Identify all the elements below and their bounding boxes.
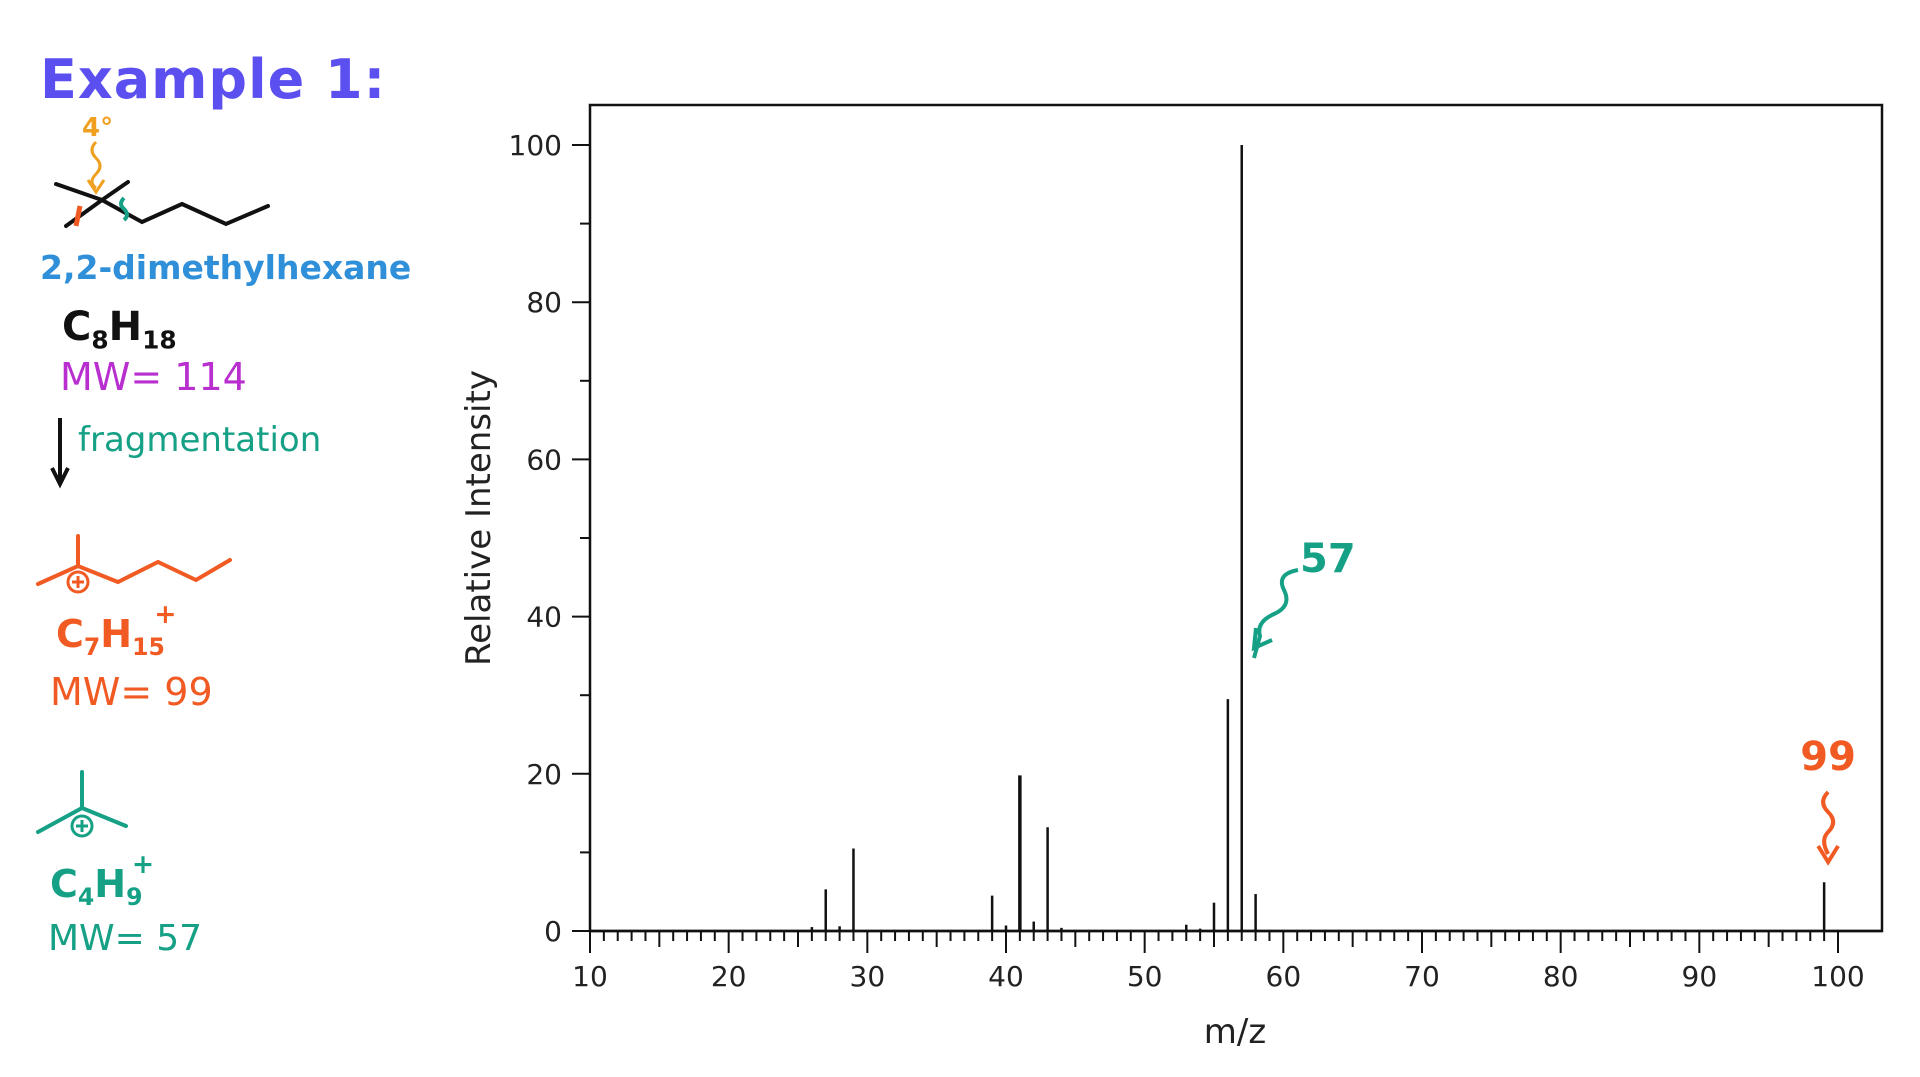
quaternary-arrowhead (86, 179, 106, 195)
x-tick-label: 10 (572, 960, 608, 993)
y-axis: 0 20 40 60 80 100 (509, 129, 1882, 948)
annotation-arrowhead-57 (1251, 627, 1273, 652)
y-tick-label: 40 (526, 601, 562, 634)
x-tick-label: 30 (850, 960, 886, 993)
compound-name: 2,2-dimethylhexane (40, 248, 412, 287)
formula-fragment-57: C4H9+ (50, 849, 155, 912)
x-tick-label: 100 (1811, 960, 1864, 993)
mw-fragment-99: MW= 99 (50, 670, 213, 714)
annotation-label-57: 57 (1300, 536, 1356, 582)
plus-charge-icon (70, 814, 94, 838)
y-tick-label: 0 (544, 915, 562, 948)
mw-parent: MW= 114 (60, 355, 247, 399)
formula-parent: C8H18 (62, 304, 177, 355)
spectrum-peaks (810, 145, 1826, 931)
x-tick-label: 80 (1543, 960, 1579, 993)
example-title: Example 1: (40, 48, 387, 111)
quaternary-label: 4° (82, 113, 113, 143)
y-axis-title: Relative Intensity (459, 370, 499, 666)
peak-annotations: 57 99 (1251, 536, 1856, 866)
x-axis-title: m/z (1204, 1012, 1266, 1052)
y-tick-label: 60 (526, 443, 562, 476)
annotation-label-99: 99 (1800, 734, 1856, 780)
y-tick-label: 100 (509, 129, 562, 162)
annotation-arrowhead-99 (1816, 844, 1840, 866)
fragmentation-arrowhead (50, 467, 70, 489)
cleavage-mark-teal (119, 196, 129, 222)
molecule-structures: 4° (36, 113, 270, 838)
x-tick-label: 70 (1404, 960, 1440, 993)
c4h9-cation-skeleton (36, 770, 128, 834)
annotation-arrow-57 (1252, 568, 1299, 659)
x-tick-label: 50 (1127, 960, 1163, 993)
x-axis: 10 20 30 40 50 60 70 80 90 100 (572, 931, 1865, 993)
x-tick-label: 40 (988, 960, 1024, 993)
x-tick-label: 20 (711, 960, 747, 993)
plus-charge-icon (66, 570, 90, 594)
y-tick-label: 20 (526, 758, 562, 791)
x-tick-label: 90 (1682, 960, 1718, 993)
fragmentation-label: fragmentation (78, 420, 322, 460)
x-tick-label: 60 (1266, 960, 1302, 993)
quaternary-arrow (90, 140, 102, 190)
plot-frame (588, 103, 1884, 933)
formula-fragment-99: C7H15+ (56, 599, 177, 662)
mw-fragment-57: MW= 57 (48, 918, 203, 959)
annotation-arrow-99 (1821, 790, 1836, 855)
c7h15-cation-skeleton (36, 534, 232, 586)
y-tick-label: 80 (526, 286, 562, 319)
cleavage-mark-orange (73, 205, 83, 227)
